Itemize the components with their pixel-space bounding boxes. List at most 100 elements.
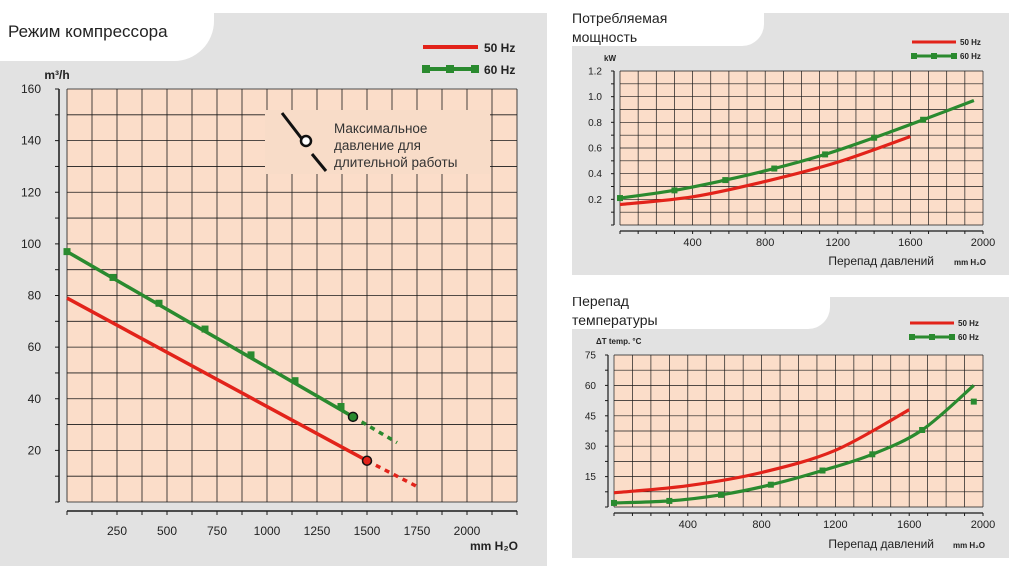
x-tick-label: 500 <box>157 524 177 538</box>
legend-label-60hz: 60 Hz <box>958 333 979 342</box>
series-line-60hz <box>619 99 975 200</box>
y-tick-label: 0.6 <box>588 144 602 155</box>
x-tick-label: 1600 <box>897 519 921 531</box>
y-tick-label: 75 <box>585 351 597 362</box>
x-tick-label: 1200 <box>823 519 847 531</box>
series-marker-60hz <box>767 481 774 488</box>
series-marker-60hz <box>871 134 878 141</box>
y-tick-label: 120 <box>21 185 41 199</box>
series-marker-60hz <box>722 177 729 184</box>
series-marker-60hz <box>920 116 927 123</box>
series-marker-60hz <box>819 467 826 474</box>
series-marker-60hz <box>869 451 876 458</box>
y-tick-label: 140 <box>21 134 41 148</box>
series-marker-60hz <box>337 402 345 410</box>
max-pressure-note: Максимальное давление для длительной раб… <box>330 118 488 173</box>
y-axis-label: ΔT temp. °C <box>596 337 642 346</box>
legend-marker-60hz <box>931 53 937 59</box>
y-tick-label: 20 <box>28 443 42 457</box>
series-marker-60hz <box>611 499 617 506</box>
x-axis-label: Перепад давлений <box>828 537 934 551</box>
valve-icon-stem <box>280 112 304 140</box>
series-marker-60hz <box>155 299 163 307</box>
y-tick-label: 80 <box>28 289 42 303</box>
y-tick-label: 60 <box>585 381 597 392</box>
legend-marker-60hz <box>929 334 935 340</box>
legend-marker-60hz <box>911 53 917 59</box>
x-tick-label: 2000 <box>454 524 481 538</box>
legend-marker-60hz <box>471 65 479 73</box>
x-axis-unit: mm H₂O <box>954 258 986 267</box>
y-tick-label: 30 <box>585 442 597 453</box>
temperature-chart: 15 30 45 60 75 400 800 1200 1600 2000 ΔT temp. °C П… <box>585 319 995 551</box>
x-tick-label: 1000 <box>254 524 281 538</box>
x-tick-label: 1750 <box>404 524 431 538</box>
legend-marker-60hz <box>909 334 915 340</box>
x-tick-label: 1250 <box>304 524 331 538</box>
y-tick-label: 40 <box>28 392 42 406</box>
legend-marker-60hz <box>949 334 955 340</box>
x-tick-label: 2000 <box>971 237 995 249</box>
x-axis-label: Перепад давлений <box>828 254 934 268</box>
series-marker-60hz <box>970 398 977 405</box>
legend-marker-60hz <box>951 53 957 59</box>
limit-point-60hz <box>347 411 359 423</box>
legend-label-50hz: 50 Hz <box>960 38 981 47</box>
valve-icon-stem <box>310 153 328 172</box>
temperature-chart-panel: Перепад температуры 15 30 45 60 75 400 800 1200… <box>572 297 1009 558</box>
y-axis-label: m³/h <box>44 68 69 82</box>
temperature-chart-title: Перепад температуры <box>572 297 658 328</box>
x-axis-label: mm H₂O <box>470 539 518 553</box>
y-tick-label: 160 <box>21 82 41 96</box>
y-tick-label: 0.8 <box>588 118 602 129</box>
x-tick-label: 400 <box>679 519 697 531</box>
series-marker-60hz <box>109 273 117 281</box>
y-tick-label: 1.2 <box>588 67 602 78</box>
series-marker-60hz <box>617 195 623 202</box>
x-tick-label: 400 <box>683 237 701 249</box>
temperature-chart-title-tab <box>572 297 830 329</box>
series-line-50hz <box>66 296 368 463</box>
series-line-50hz <box>619 134 911 207</box>
x-tick-label: 1200 <box>826 237 850 249</box>
power-chart: 0.2 0.4 0.6 0.8 1.0 1.2 400 800 1200 1600 2000 kW Пе… <box>588 38 995 268</box>
y-tick-label: 15 <box>585 472 597 483</box>
series-marker-60hz <box>291 377 299 385</box>
series-marker-60hz <box>247 351 255 359</box>
x-tick-label: 1600 <box>898 237 922 249</box>
y-tick-label: 100 <box>21 237 41 251</box>
compressor-chart: 20 40 60 80 100 120 140 160 250 500 750 1000 1250 150… <box>21 41 518 553</box>
y-tick-label: 45 <box>585 411 597 422</box>
y-tick-label: 0.2 <box>588 195 602 206</box>
y-tick-label: 1.0 <box>588 92 602 103</box>
legend-label-50hz: 50 Hz <box>484 41 515 55</box>
x-tick-label: 250 <box>107 524 127 538</box>
x-tick-label: 750 <box>207 524 227 538</box>
y-tick-label: 0.4 <box>588 169 602 180</box>
power-chart-title: Потребляемая мощность <box>572 13 668 45</box>
x-tick-label: 800 <box>752 519 770 531</box>
legend-label-50hz: 50 Hz <box>958 319 979 328</box>
legend-marker-60hz <box>446 65 454 73</box>
x-tick-label: 2000 <box>971 519 995 531</box>
series-marker-60hz <box>671 187 678 194</box>
y-tick-label: 60 <box>28 340 42 354</box>
power-chart-title-tab <box>572 13 764 46</box>
series-marker-60hz <box>822 151 829 158</box>
power-chart-panel: Потребляемая мощность 0.2 0.4 0.6 0.8 1.0 1.2… <box>572 13 1009 275</box>
series-marker-60hz <box>201 325 209 333</box>
series-dashed-60hz <box>352 415 398 445</box>
compressor-chart-title: Режим компрессора <box>8 22 168 41</box>
legend-label-60hz: 60 Hz <box>960 52 981 61</box>
series-marker-60hz <box>63 248 71 256</box>
legend-marker-60hz <box>422 65 430 73</box>
series-marker-60hz <box>771 165 778 172</box>
y-axis-label: kW <box>604 54 616 63</box>
compressor-chart-panel: Режим компрессора 20 40 60 80 100 120 140 160 25… <box>0 13 547 566</box>
limit-point-50hz <box>361 455 373 466</box>
series-marker-60hz <box>718 491 725 498</box>
x-tick-label: 800 <box>756 237 774 249</box>
x-axis-unit: mm H₂O <box>953 541 985 550</box>
x-tick-label: 1500 <box>354 524 381 538</box>
series-line-50hz <box>613 408 910 495</box>
